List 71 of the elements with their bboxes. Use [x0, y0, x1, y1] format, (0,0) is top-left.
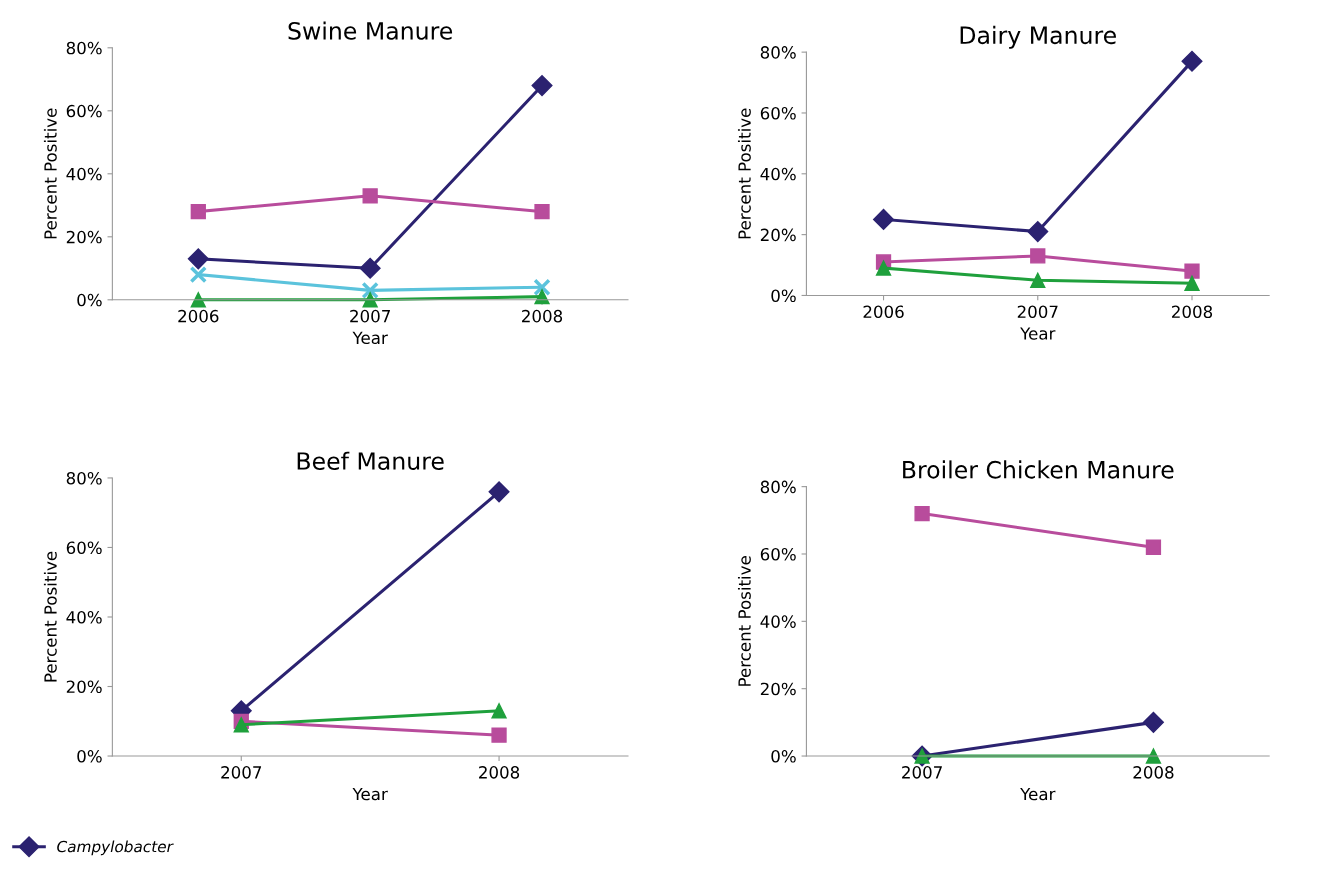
- point: [1027, 221, 1049, 243]
- point: [1184, 263, 1200, 279]
- y-tick-label: 20%: [760, 682, 796, 696]
- y-tick-label: 60%: [760, 106, 796, 120]
- y-tick-label: 40%: [66, 167, 102, 181]
- x-tick-label: 2006: [178, 309, 219, 323]
- chart-title: Broiler Chicken Manure: [903, 460, 1174, 479]
- point: [361, 281, 379, 300]
- y-tick-label: 40%: [66, 610, 102, 624]
- point: [531, 75, 553, 97]
- point: [488, 481, 510, 503]
- point: [1142, 711, 1164, 733]
- y-tick-label: 80%: [760, 46, 796, 59]
- point: [190, 292, 206, 308]
- y-tick-label: 0%: [771, 289, 796, 303]
- chart-title: Swine Manure: [288, 21, 453, 40]
- point: [873, 208, 895, 230]
- y-axis-title: Percent Positive: [737, 556, 751, 686]
- y-axis-title: Percent Positive: [43, 551, 57, 682]
- x-tick-label: 2007: [902, 766, 942, 779]
- x-tick-label: 2008: [479, 766, 520, 779]
- point: [187, 248, 209, 270]
- x-axis-title: Year: [352, 787, 388, 801]
- point: [359, 257, 381, 279]
- point: [362, 188, 378, 204]
- x-tick-label: 2007: [221, 766, 262, 779]
- point: [534, 289, 550, 305]
- y-tick-label: 20%: [66, 230, 102, 244]
- point: [533, 278, 551, 296]
- y-tick-label: 60%: [760, 547, 796, 561]
- point: [189, 265, 207, 284]
- point: [534, 203, 550, 220]
- point: [1184, 275, 1200, 291]
- point: [1145, 539, 1162, 555]
- y-tick-label: 0%: [77, 749, 102, 763]
- y-tick-label: 60%: [66, 104, 102, 118]
- point: [491, 703, 507, 719]
- point: [1030, 248, 1046, 264]
- legend-label: Campylobacter: [57, 840, 174, 856]
- point: [914, 505, 930, 522]
- x-axis-title: Year: [352, 331, 388, 345]
- x-tick-label: 2008: [1172, 305, 1213, 319]
- point: [1181, 50, 1203, 72]
- y-tick-label: 0%: [77, 293, 102, 307]
- y-tick-label: 80%: [66, 471, 102, 485]
- chart-title: Dairy Manure: [960, 25, 1116, 49]
- y-axis-title: Percent Positive: [737, 108, 751, 239]
- y-tick-label: 40%: [760, 615, 796, 628]
- y-tick-label: 40%: [760, 167, 796, 181]
- y-axis-title: Percent Positive: [43, 108, 57, 239]
- y-tick-label: 80%: [760, 480, 796, 494]
- y-tick-label: 80%: [66, 41, 102, 55]
- x-axis-title: Year: [1020, 787, 1056, 801]
- point: [1030, 272, 1046, 288]
- y-tick-label: 20%: [760, 228, 796, 242]
- x-axis-title: Year: [1020, 327, 1056, 340]
- y-tick-label: 0%: [771, 749, 796, 763]
- point: [1145, 748, 1162, 764]
- x-tick-label: 2006: [863, 305, 904, 319]
- chart-title: Beef Manure: [297, 451, 444, 470]
- x-tick-label: 2008: [522, 309, 563, 323]
- point: [875, 260, 892, 276]
- x-tick-label: 2008: [1133, 766, 1174, 779]
- point: [362, 292, 378, 308]
- y-tick-label: 20%: [66, 680, 102, 694]
- point: [233, 717, 249, 733]
- point: [190, 203, 206, 220]
- x-tick-label: 2007: [1017, 305, 1058, 319]
- x-tick-label: 2007: [350, 309, 390, 323]
- point: [491, 727, 507, 743]
- y-tick-label: 60%: [66, 541, 102, 555]
